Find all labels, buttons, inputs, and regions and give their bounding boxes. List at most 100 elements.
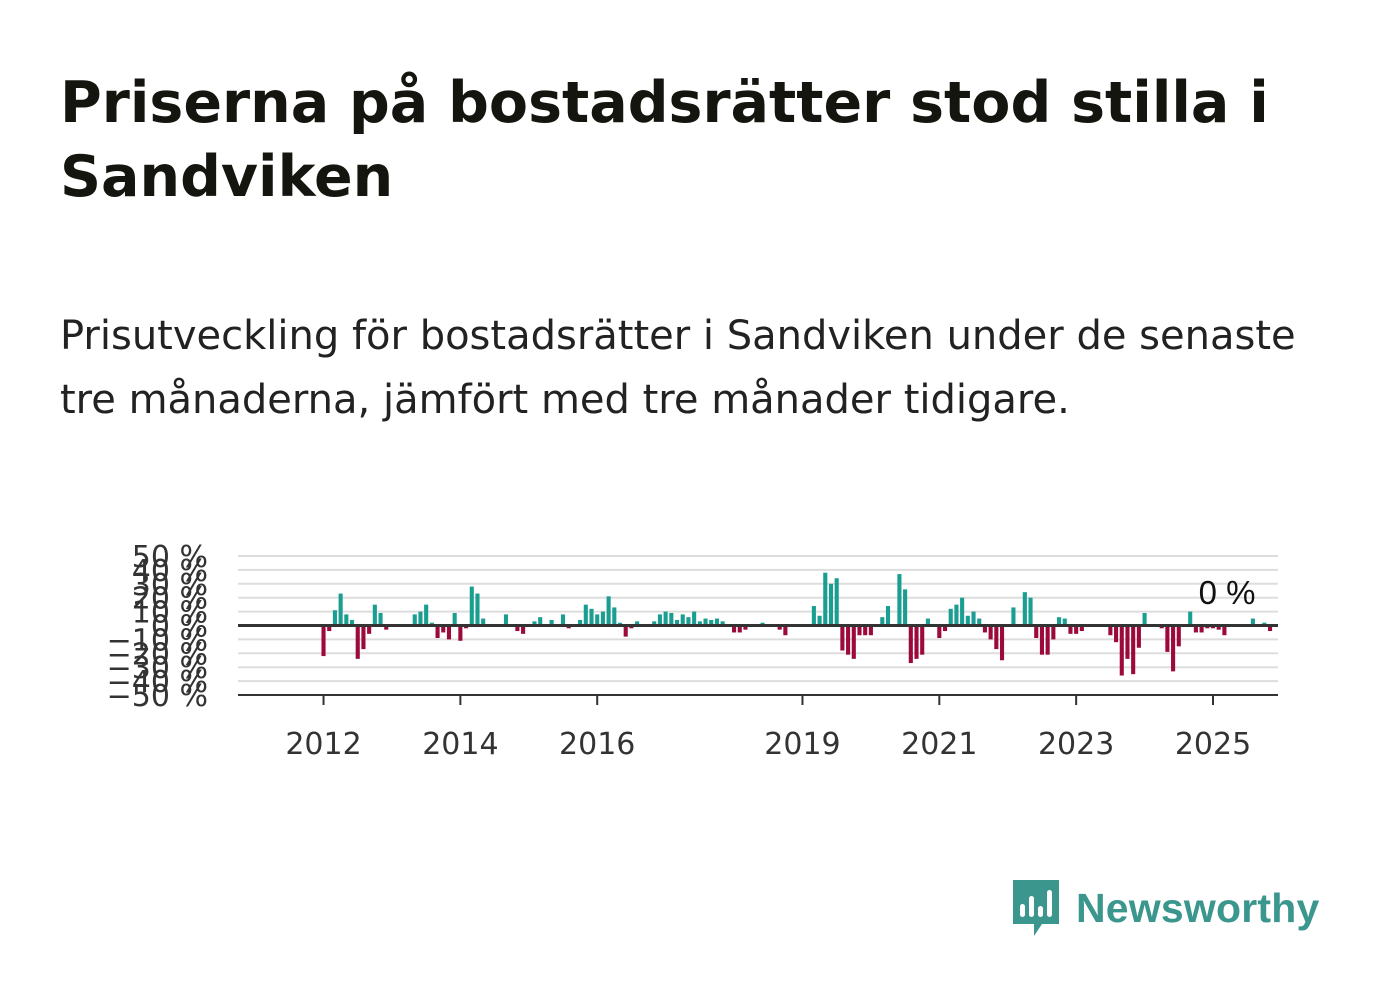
bar: [1136, 625, 1141, 648]
bar: [372, 604, 377, 626]
y-tick-label: 20 %: [132, 582, 208, 617]
bar: [937, 625, 942, 639]
bar: [828, 583, 834, 626]
bar: [367, 625, 372, 634]
bar: [994, 625, 999, 650]
bar: [714, 618, 719, 626]
y-tick-label: 10 %: [132, 596, 208, 631]
bar: [783, 625, 788, 636]
bar: [349, 619, 355, 626]
bar: [623, 625, 628, 637]
bar: [361, 625, 366, 650]
bar: [897, 574, 902, 626]
bar: [441, 625, 446, 633]
bar: [652, 621, 657, 626]
bar: [1193, 625, 1198, 633]
bar: [960, 597, 965, 626]
bar: [988, 625, 993, 640]
bar: [521, 625, 526, 634]
chart-subtitle: Prisutveckling för bostadsrätter i Sandv…: [60, 313, 1296, 423]
bar: [1039, 625, 1044, 655]
bar: [669, 612, 674, 626]
bar: [578, 619, 583, 626]
bar: [1074, 625, 1079, 634]
x-tick-label: 2023: [1038, 727, 1114, 762]
bar: [321, 625, 326, 657]
bar: [446, 625, 452, 640]
bar: [503, 614, 509, 626]
y-tick-label: −20 %: [107, 637, 208, 672]
bar: [1119, 625, 1124, 676]
bar: [327, 625, 332, 632]
x-tick-label: 2012: [285, 727, 361, 762]
bar: [549, 619, 554, 626]
bar: [680, 614, 685, 626]
bar: [424, 604, 429, 626]
brand-name: Newsworthy: [1076, 884, 1320, 931]
bar: [612, 607, 617, 626]
bar: [1057, 617, 1062, 626]
x-tick-label: 2021: [901, 727, 977, 762]
bar: [954, 604, 959, 626]
x-axis-labels: 2012 2014 2016 2019 2021 2023 2025: [285, 727, 1251, 762]
bars: [321, 572, 1273, 676]
bar: [1114, 625, 1119, 643]
bar: [982, 625, 987, 633]
bar: [863, 625, 868, 636]
bar: [1062, 618, 1067, 626]
y-tick-label: 0 %: [151, 610, 208, 645]
bar: [880, 617, 885, 626]
x-tick-label: 2019: [764, 727, 840, 762]
bar: [977, 618, 982, 626]
bar: [378, 612, 383, 626]
bar: [1267, 625, 1273, 632]
bar: [971, 611, 976, 626]
bar: [743, 625, 748, 630]
bar: [1051, 625, 1056, 640]
bar: [1022, 592, 1027, 626]
axes: [238, 624, 1278, 705]
bar: [999, 625, 1005, 661]
bar: [697, 621, 702, 626]
bar: [1142, 612, 1147, 626]
y-tick-label: 30 %: [132, 568, 208, 603]
bar: [560, 614, 566, 626]
chart-title: Priserna på bostadsrätter stod stilla i …: [60, 70, 1269, 210]
bar: [355, 625, 360, 659]
bar: [811, 606, 816, 626]
bar: [834, 578, 839, 626]
bar: [903, 589, 908, 626]
bar: [908, 625, 913, 664]
bar: [418, 611, 423, 626]
bar: [532, 621, 537, 626]
bar: [384, 625, 389, 630]
bar: [583, 604, 588, 626]
bar: [720, 621, 725, 626]
bar: [1045, 625, 1050, 655]
bar: [412, 614, 417, 626]
bar: [885, 606, 891, 626]
bar: [1125, 625, 1130, 659]
bar: [1011, 607, 1016, 626]
bar: [703, 618, 708, 626]
bar: [663, 611, 668, 626]
y-tick-label: −30 %: [107, 651, 208, 686]
bar: [840, 625, 845, 651]
bar: [475, 593, 480, 626]
bar: [338, 593, 343, 626]
y-tick-label: −50 %: [107, 679, 208, 714]
bar: [846, 625, 851, 655]
x-tick-label: 2014: [422, 727, 498, 762]
bar: [481, 618, 486, 626]
newsworthy-logo-icon: [1013, 880, 1059, 936]
bar: [925, 618, 930, 626]
bar: [1250, 618, 1255, 626]
bar: [595, 614, 600, 626]
bar: [469, 586, 474, 626]
bar: [332, 610, 337, 626]
bar: [1199, 625, 1204, 633]
bar: [1028, 597, 1033, 626]
y-tick-label: 50 %: [132, 540, 208, 575]
y-axis-labels: 50 %40 %30 %20 %10 %0 %−10 %−20 %−30 %−4…: [107, 540, 208, 714]
bar: [458, 625, 463, 641]
